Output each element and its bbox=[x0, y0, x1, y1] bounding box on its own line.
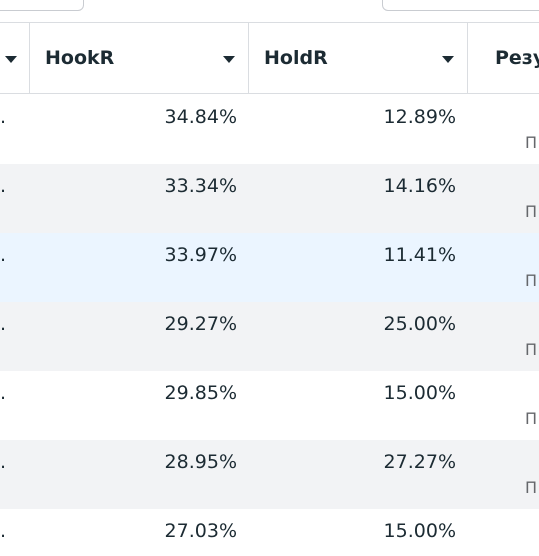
toolbar-strip bbox=[0, 0, 539, 22]
result-cell-truncated: П bbox=[525, 202, 538, 221]
truncated-cell: . bbox=[0, 520, 7, 542]
holdr-value: 14.16% bbox=[383, 175, 456, 197]
holdr-value: 25.00% bbox=[383, 313, 456, 335]
hookr-value: 29.27% bbox=[164, 313, 237, 335]
hookr-value: 33.97% bbox=[164, 244, 237, 266]
table-row[interactable]: . 29.27% 25.00% П bbox=[0, 302, 539, 371]
truncated-cell: . bbox=[0, 382, 7, 404]
header-cell-holdr[interactable]: HoldR bbox=[249, 23, 468, 94]
hookr-value: 27.03% bbox=[164, 520, 237, 542]
result-cell-truncated: П bbox=[525, 271, 538, 290]
table-row[interactable]: . 34.84% 12.89% П bbox=[0, 95, 539, 164]
holdr-value: 11.41% bbox=[383, 244, 456, 266]
table-header: HookR HoldR Резу bbox=[0, 22, 539, 94]
hookr-value: 28.95% bbox=[164, 451, 237, 473]
table-row[interactable]: . 29.85% 15.00% П bbox=[0, 371, 539, 440]
table-row[interactable]: . 33.34% 14.16% П bbox=[0, 164, 539, 233]
truncated-cell: . bbox=[0, 106, 7, 128]
table-row[interactable]: . 27.03% 15.00% bbox=[0, 509, 539, 556]
truncated-cell: . bbox=[0, 313, 7, 335]
sort-caret-icon[interactable] bbox=[442, 56, 454, 63]
holdr-value: 15.00% bbox=[383, 382, 456, 404]
toolbar-control-right[interactable] bbox=[382, 0, 539, 11]
holdr-value: 27.27% bbox=[383, 451, 456, 473]
holdr-value: 15.00% bbox=[383, 520, 456, 542]
column-title-holdr: HoldR bbox=[264, 47, 328, 69]
column-title-result: Резу bbox=[495, 47, 539, 69]
result-cell-truncated: П bbox=[525, 133, 538, 152]
header-cell-result[interactable]: Резу bbox=[468, 23, 539, 94]
toolbar-control-left[interactable] bbox=[0, 0, 84, 11]
hookr-value: 33.34% bbox=[164, 175, 237, 197]
header-cell-hookr[interactable]: HookR bbox=[30, 23, 249, 94]
header-cell-previous[interactable] bbox=[0, 23, 30, 94]
hookr-value: 29.85% bbox=[164, 382, 237, 404]
truncated-cell: . bbox=[0, 244, 7, 266]
truncated-cell: . bbox=[0, 175, 7, 197]
result-cell-truncated: П bbox=[525, 409, 538, 428]
result-cell-truncated: П bbox=[525, 478, 538, 497]
table-row[interactable]: . 28.95% 27.27% П bbox=[0, 440, 539, 509]
truncated-cell: . bbox=[0, 451, 7, 473]
column-title-hookr: HookR bbox=[45, 47, 115, 69]
holdr-value: 12.89% bbox=[383, 106, 456, 128]
table-row-selected[interactable]: . 33.97% 11.41% П bbox=[0, 233, 539, 302]
sort-caret-icon[interactable] bbox=[223, 56, 235, 63]
sort-caret-icon[interactable] bbox=[5, 56, 17, 63]
result-cell-truncated: П bbox=[525, 340, 538, 359]
hookr-value: 34.84% bbox=[164, 106, 237, 128]
